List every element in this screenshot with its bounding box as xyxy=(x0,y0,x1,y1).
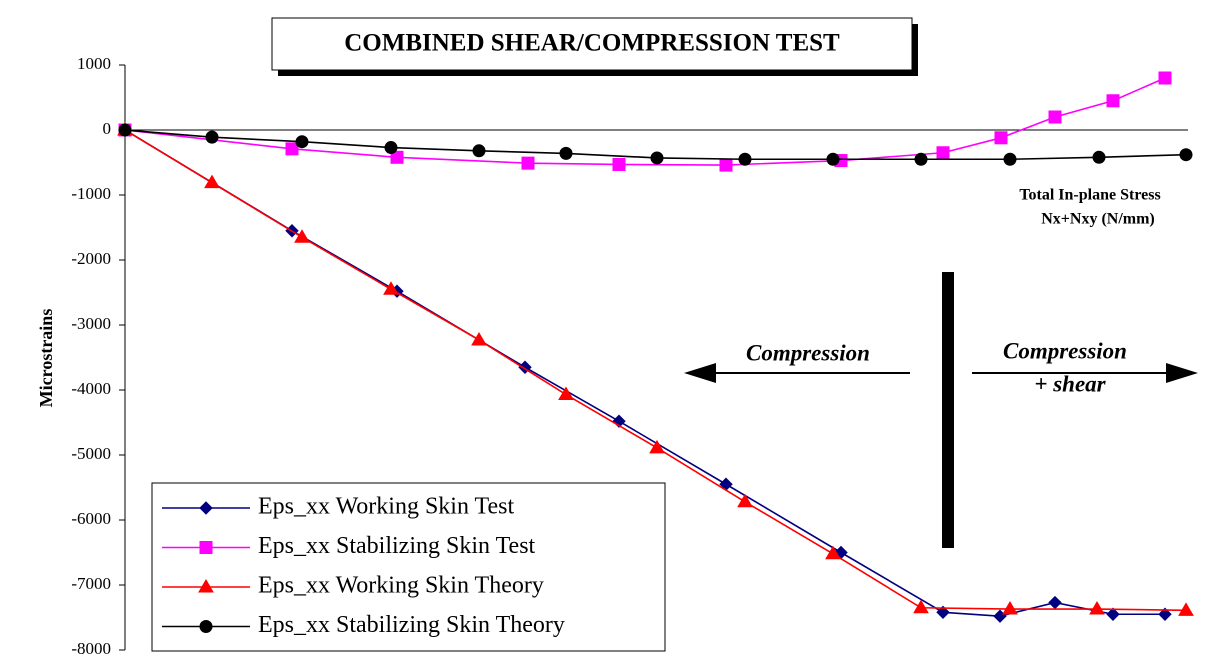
marker xyxy=(1048,595,1062,610)
marker xyxy=(559,146,573,160)
y-tick-label: 0 xyxy=(103,119,112,138)
series xyxy=(118,123,1193,166)
marker xyxy=(825,545,841,560)
marker xyxy=(205,130,219,144)
marker xyxy=(612,157,626,171)
marker xyxy=(826,152,840,166)
arrow-head xyxy=(684,363,716,383)
y-tick-label: -3000 xyxy=(71,314,111,333)
marker xyxy=(914,152,928,166)
marker xyxy=(199,501,213,515)
marker xyxy=(650,151,664,165)
y-tick-label: 1000 xyxy=(77,54,111,73)
y-axis-label: Microstrains xyxy=(36,309,56,408)
marker xyxy=(285,142,299,156)
marker xyxy=(1178,602,1194,616)
marker xyxy=(1003,152,1017,166)
legend-box xyxy=(151,482,666,652)
series-line xyxy=(124,77,1166,166)
marker xyxy=(383,281,399,295)
y-tick-label: -4000 xyxy=(71,379,111,398)
series-line xyxy=(124,129,1165,618)
marker xyxy=(199,620,213,633)
marker xyxy=(118,123,132,137)
marker xyxy=(294,229,310,243)
arrow-head xyxy=(1166,363,1198,383)
marker xyxy=(738,152,752,166)
legend-label: Eps_xx Stabilizing Skin Theory xyxy=(258,612,565,638)
y-tick-label: -1000 xyxy=(71,184,111,203)
y-tick-label: -7000 xyxy=(71,574,111,593)
marker xyxy=(521,156,535,170)
x-axis-label: Total In-plane Stress xyxy=(1019,187,1160,204)
annotation: Compression xyxy=(1003,338,1127,363)
legend-label: Eps_xx Stabilizing Skin Test xyxy=(258,533,536,559)
y-tick-label: -6000 xyxy=(71,509,111,528)
marker xyxy=(472,144,486,158)
marker xyxy=(471,331,487,346)
x-axis-label: Nx+Nxy (N/mm) xyxy=(1041,211,1155,228)
marker xyxy=(737,493,753,508)
marker xyxy=(1179,148,1193,162)
marker xyxy=(1158,71,1172,85)
marker xyxy=(913,599,929,614)
y-tick-label: -8000 xyxy=(71,639,111,658)
marker xyxy=(936,146,950,160)
marker xyxy=(1106,94,1120,108)
y-tick-label: -5000 xyxy=(71,444,111,463)
marker xyxy=(384,141,398,155)
marker xyxy=(1089,601,1105,615)
series xyxy=(117,122,1194,616)
marker xyxy=(1048,110,1062,124)
marker xyxy=(390,150,404,164)
marker xyxy=(994,131,1008,145)
marker xyxy=(1002,601,1018,615)
legend-label: Eps_xx Working Skin Theory xyxy=(258,573,544,599)
marker xyxy=(198,579,214,593)
marker xyxy=(1092,150,1106,164)
annotation: + shear xyxy=(1034,371,1106,396)
marker xyxy=(1106,607,1120,621)
divider-bar xyxy=(942,272,954,548)
legend-label: Eps_xx Working Skin Test xyxy=(258,494,515,520)
y-tick-label: -2000 xyxy=(71,249,111,268)
chart-title: COMBINED SHEAR/COMPRESSION TEST xyxy=(344,30,840,57)
annotation: Compression xyxy=(746,340,870,365)
marker xyxy=(936,605,950,620)
marker xyxy=(649,439,665,454)
marker xyxy=(295,135,309,149)
marker xyxy=(199,541,213,554)
marker xyxy=(1158,607,1172,621)
marker xyxy=(204,174,220,189)
marker xyxy=(558,386,574,401)
marker xyxy=(719,158,733,172)
title-box xyxy=(271,17,913,71)
